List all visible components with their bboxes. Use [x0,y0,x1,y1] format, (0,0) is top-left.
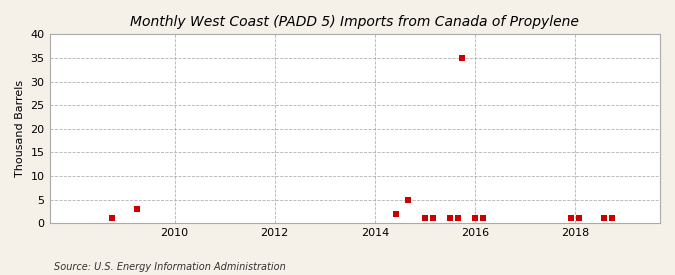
Point [457,56,468,60]
Point [599,216,610,221]
Point [390,211,401,216]
Point [444,216,455,221]
Point [607,216,618,221]
Title: Monthly West Coast (PADD 5) Imports from Canada of Propylene: Monthly West Coast (PADD 5) Imports from… [130,15,579,29]
Point [132,207,142,211]
Point [403,197,414,202]
Point [478,216,489,221]
Point [469,216,480,221]
Point [566,216,576,221]
Y-axis label: Thousand Barrels: Thousand Barrels [15,80,25,177]
Text: Source: U.S. Energy Information Administration: Source: U.S. Energy Information Administ… [54,262,286,272]
Point [574,216,585,221]
Point [453,216,464,221]
Point [419,216,430,221]
Point [428,216,439,221]
Point [107,216,117,221]
